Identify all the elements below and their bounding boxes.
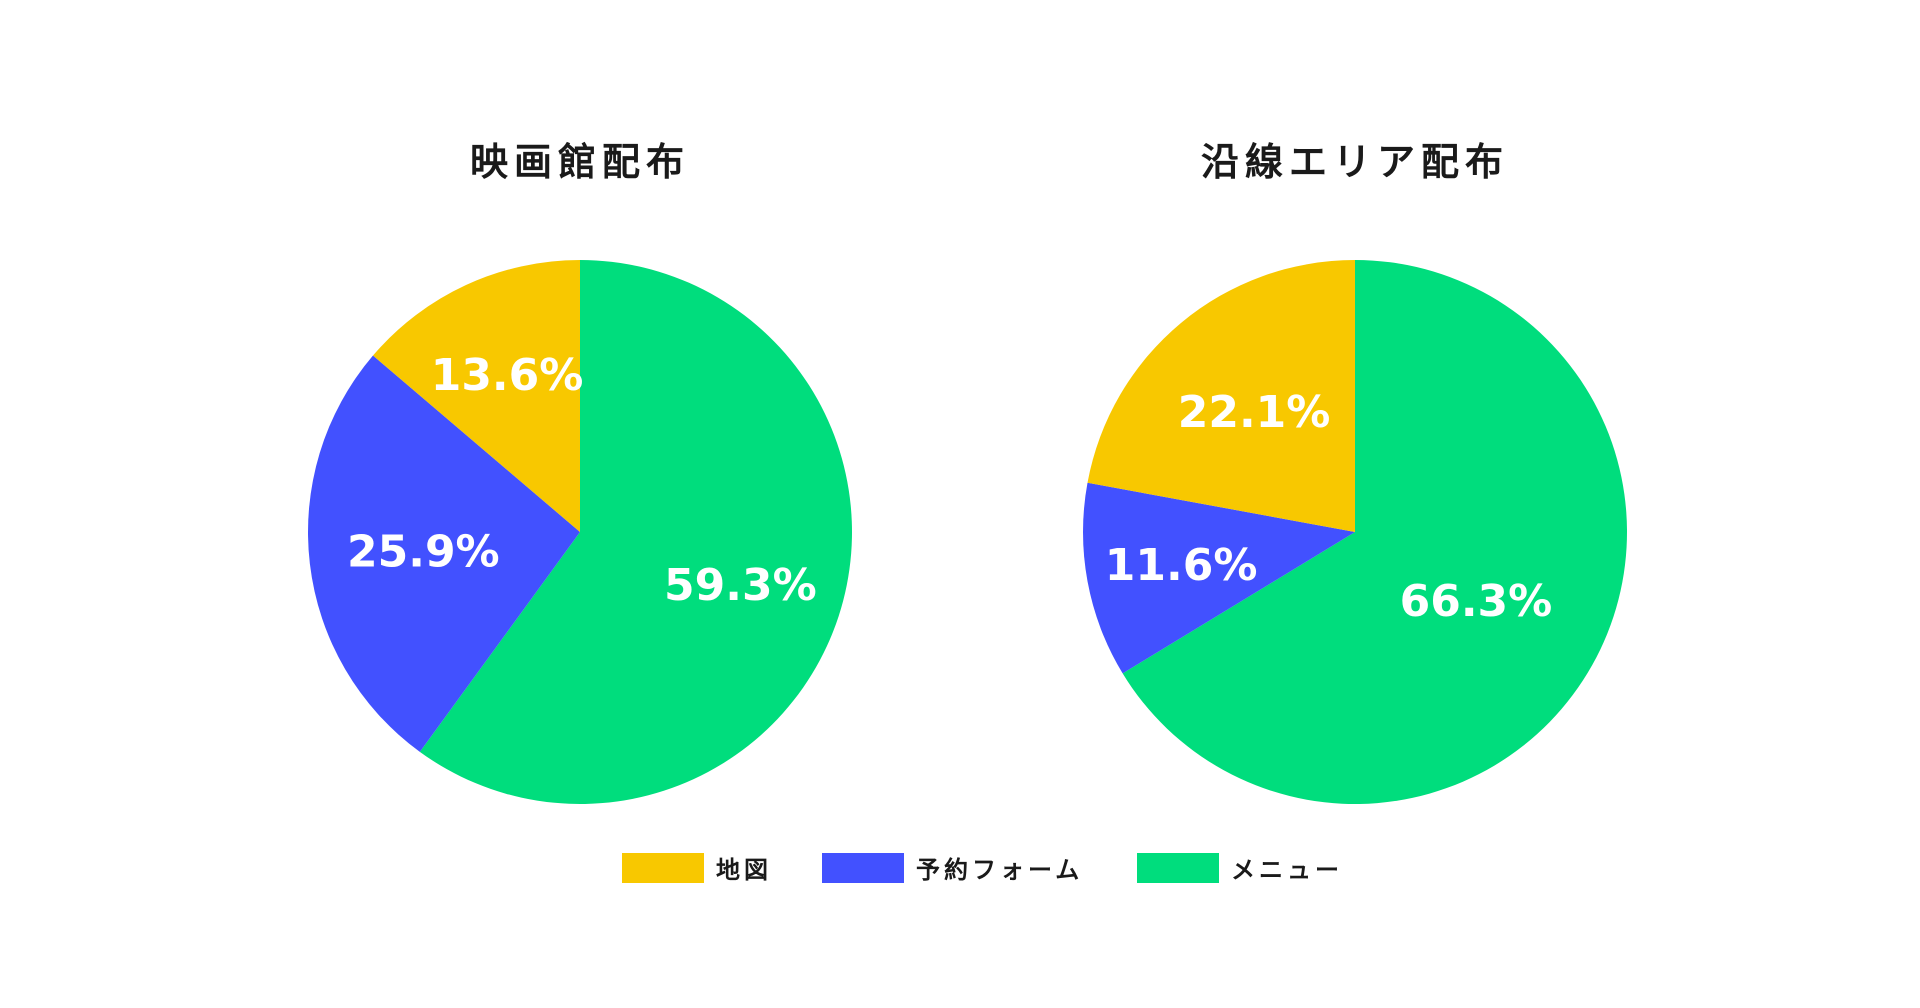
pie-slices-area [1083, 260, 1627, 804]
pie-slice-theater-map [373, 260, 580, 532]
legend-label-menu: メニュー [1231, 856, 1343, 884]
pie-labels-area: 66.3% 11.6% 22.1% [1105, 387, 1552, 627]
data-label-area-menu: 66.3% [1400, 576, 1553, 627]
legend-label-reservation-form: 予約フォーム [916, 856, 1083, 884]
legend-swatch-reservation-form [822, 853, 904, 883]
legend-swatch-map [622, 853, 704, 883]
data-label-theater-reservation-form: 25.9% [347, 527, 500, 578]
pie-slices-theater [307, 260, 853, 805]
data-label-area-reservation-form: 11.6% [1105, 540, 1258, 591]
data-label-area-map: 22.1% [1178, 387, 1331, 438]
pie-chart-theater: 映画館配布 59.3% 25.9% 13.6% [307, 140, 853, 805]
pie-slice-area-reservation-form [1083, 482, 1355, 674]
data-label-theater-map: 13.6% [431, 350, 584, 401]
pie-chart-area: 沿線エリア配布 66.3% 11.6% 22.1% [1083, 140, 1627, 804]
chart-title-theater: 映画館配布 [470, 140, 690, 184]
pie-labels-theater: 59.3% 25.9% 13.6% [347, 350, 817, 611]
pie-slice-area-map [1087, 260, 1355, 532]
pie-slice-area-menu [1122, 260, 1627, 804]
legend-swatch-menu [1137, 853, 1219, 883]
legend-label-map: 地図 [716, 856, 772, 884]
data-label-theater-menu: 59.3% [664, 560, 817, 611]
legend: 地図 予約フォーム メニュー [622, 853, 1343, 884]
pie-slice-theater-reservation-form [307, 355, 580, 752]
pie-slice-theater-menu [419, 260, 853, 805]
chart-title-area: 沿線エリア配布 [1201, 140, 1509, 184]
